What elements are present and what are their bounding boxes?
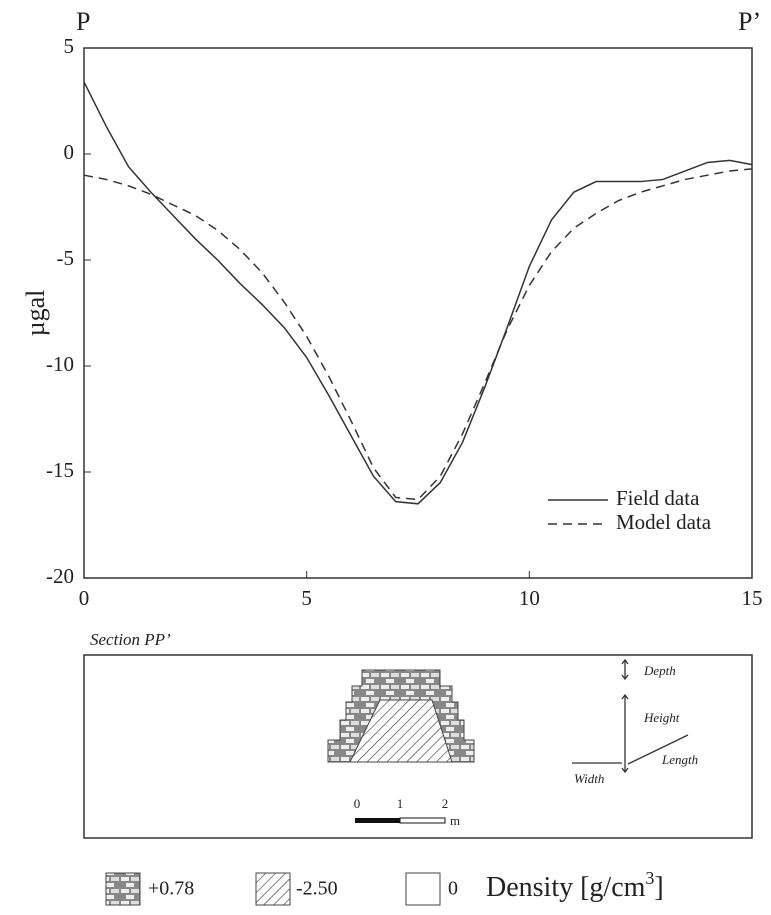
section-title: Section PP’ [90, 630, 171, 649]
dim-label: Width [574, 771, 604, 786]
dim-label: Height [643, 710, 680, 725]
hatched-core [349, 699, 453, 763]
series-line [83, 81, 753, 505]
dim-label: Depth [643, 663, 676, 678]
legend-label: Field data [616, 486, 700, 510]
y-axis-label: µgal [21, 290, 50, 337]
x-tick-label: 10 [519, 586, 540, 610]
x-tick-label: 5 [301, 586, 312, 610]
density-sup: 3 [645, 868, 654, 888]
scale-bar [399, 817, 446, 824]
density-end: ] [654, 872, 663, 903]
density-text: Density [g/cm [486, 872, 646, 903]
y-tick-label: -10 [46, 352, 74, 376]
corner-label: P [76, 7, 90, 36]
legend-label: 0 [448, 878, 458, 900]
legend-label: -2.50 [296, 878, 338, 900]
dimension-arrows [572, 658, 689, 774]
y-tick-label: 0 [64, 140, 75, 164]
legend-swatch [255, 872, 291, 906]
plot-frame [83, 47, 753, 579]
legend-swatch [105, 872, 141, 906]
y-tick-label: -15 [46, 458, 74, 482]
y-tick-label: -5 [57, 246, 75, 270]
x-tick-label: 15 [742, 586, 763, 610]
scale-label: 2 [442, 796, 449, 811]
legend-swatch [405, 872, 441, 906]
y-tick-label: 5 [64, 34, 75, 58]
series-line [83, 168, 753, 501]
x-tick-label: 0 [79, 586, 90, 610]
legend-label: Model data [616, 510, 712, 534]
scale-label: 1 [397, 796, 404, 811]
y-tick-label: -20 [46, 564, 74, 588]
corner-label: P’ [738, 7, 761, 36]
legend-label: +0.78 [148, 878, 194, 900]
density-label: Density [g/cm3] [486, 868, 664, 903]
scale-bar [355, 818, 400, 823]
scale-label: 0 [354, 796, 361, 811]
dim-label: Length [661, 752, 698, 767]
scale-unit: m [450, 813, 460, 828]
section-frame [83, 654, 753, 839]
